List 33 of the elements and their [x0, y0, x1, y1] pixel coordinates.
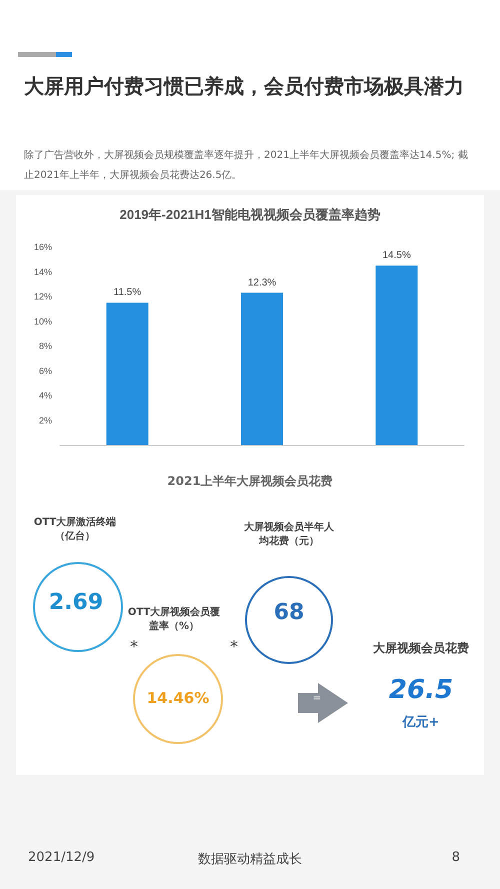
text: OTT大屏激活终端（亿台）: [32, 516, 118, 543]
text: OTT大屏视频会员覆盖率（%）: [126, 606, 222, 633]
data-label: 11.5%: [114, 287, 142, 298]
text: 14.46%: [146, 688, 210, 709]
text: 大屏用户付费习惯已养成，会员付费市场极具潜力: [24, 73, 464, 100]
text: 2.69: [48, 590, 104, 615]
data-label: 14.5%: [382, 250, 411, 262]
text: 除了广告营收外，大屏视频会员规模覆盖率逐年提升，2021上半年大屏视频会员覆盖率达14.5%; 截止2021年上半年，大屏视频会员花费达26.5亿。: [24, 148, 469, 183]
y-tick-label: 4%: [38, 390, 52, 400]
bar: [106, 302, 148, 445]
bar: [376, 266, 418, 445]
text: 68: [272, 600, 306, 625]
y-tick-label: 16%: [34, 242, 52, 252]
text: 亿元+: [401, 714, 440, 731]
data-label: 12.3%: [248, 277, 276, 288]
text: *: [229, 637, 239, 656]
text: 2021上半年大屏视频会员花费: [166, 473, 334, 490]
y-tick-label: 8%: [38, 341, 52, 351]
text: *: [129, 637, 139, 656]
text: 大屏视频会员花费: [372, 640, 470, 657]
chart-title: 2019年-2021H1智能电视视频会员覆盖率趋势: [120, 207, 380, 222]
text: 数据驱动精益成长: [197, 851, 303, 868]
y-tick-label: 10%: [34, 316, 52, 326]
text: 大屏视频会员半年人均花费（元）: [244, 520, 334, 548]
text: 8: [452, 850, 460, 865]
y-tick-label: 14%: [34, 266, 52, 277]
y-tick-label: 12%: [34, 292, 52, 302]
y-tick-label: 2%: [38, 415, 52, 426]
text: 2021/12/9: [28, 850, 95, 865]
text: 26.5: [388, 675, 454, 705]
y-tick-label: 6%: [38, 366, 52, 376]
bar: [241, 292, 283, 445]
text: =: [312, 693, 322, 704]
